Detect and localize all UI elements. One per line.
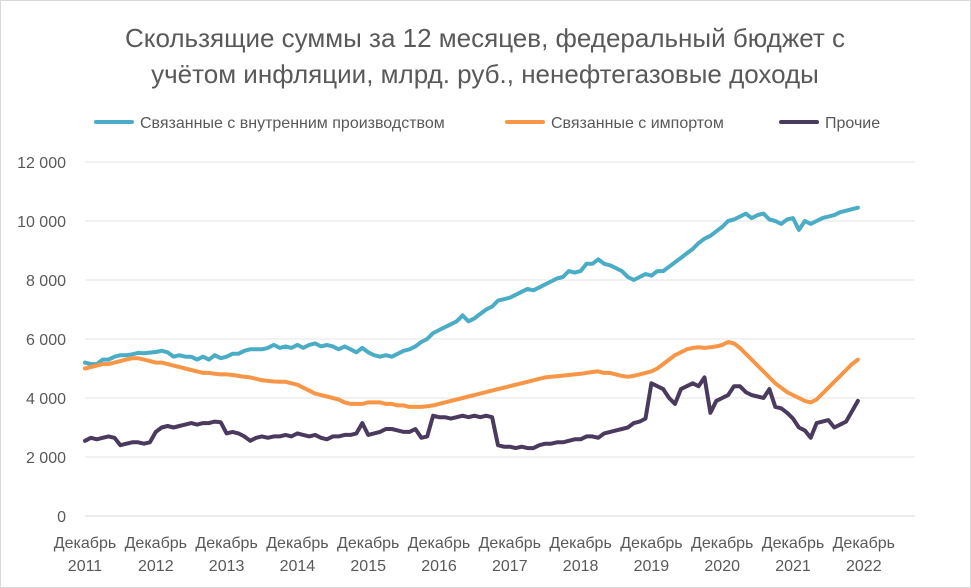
x-tick-label-month: Декабрь xyxy=(620,535,682,552)
legend-label-domestic: Связанные с внутренним производством xyxy=(140,115,445,132)
x-tick-label-year: 2021 xyxy=(775,558,811,575)
chart-title-line-2: учётом инфляции, млрд. руб., ненефтегазо… xyxy=(151,59,819,89)
y-tick-label: 2 000 xyxy=(26,450,66,467)
x-tick-label-year: 2019 xyxy=(634,558,670,575)
x-tick-label-year: 2012 xyxy=(138,558,174,575)
gridlines xyxy=(85,161,915,517)
series-lines xyxy=(83,205,860,451)
x-tick-label-month: Декабрь xyxy=(762,535,824,552)
y-tick-label: 0 xyxy=(57,509,66,526)
series-line-other xyxy=(83,375,860,451)
y-tick-label: 10 000 xyxy=(17,214,66,231)
x-tick-label-month: Декабрь xyxy=(54,535,116,552)
x-tick-label-year: 2017 xyxy=(492,558,528,575)
y-tick-label: 4 000 xyxy=(26,391,66,408)
x-tick-label-month: Декабрь xyxy=(337,535,399,552)
x-tick-label-month: Декабрь xyxy=(479,535,541,552)
x-tick-label-month: Декабрь xyxy=(833,535,895,552)
series-line-domestic xyxy=(83,205,860,367)
legend-label-import: Связанные с импортом xyxy=(551,115,724,132)
y-tick-label: 12 000 xyxy=(17,155,66,172)
y-tick-label: 8 000 xyxy=(26,273,66,290)
x-axis: Декабрь 2011 Декабрь 2012 Декабрь 2013 Декабрь… xyxy=(54,535,895,575)
x-tick-label-month: Декабрь xyxy=(266,535,328,552)
x-tick-label-year: 2018 xyxy=(563,558,599,575)
chart-title-line-1: Скользящие суммы за 12 месяцев, федераль… xyxy=(125,23,845,53)
y-axis: 0 2 000 4 000 6 000 8 000 10 000 12 000 xyxy=(17,155,66,526)
x-tick-label-year: 2014 xyxy=(280,558,316,575)
legend-item-other: Прочие xyxy=(779,115,880,132)
legend-item-import: Связанные с импортом xyxy=(505,115,724,132)
x-tick-label-year: 2022 xyxy=(846,558,882,575)
x-tick-label-month: Декабрь xyxy=(195,535,257,552)
x-tick-label-year: 2013 xyxy=(209,558,245,575)
series-line-import xyxy=(83,340,860,409)
x-tick-label-year: 2011 xyxy=(68,558,103,575)
legend-item-domestic: Связанные с внутренним производством xyxy=(94,115,445,132)
x-tick-label-year: 2016 xyxy=(421,558,457,575)
y-tick-label: 6 000 xyxy=(26,332,66,349)
chart-title: Скользящие суммы за 12 месяцев, федераль… xyxy=(125,23,845,89)
x-tick-label-year: 2020 xyxy=(704,558,740,575)
x-tick-label-month: Декабрь xyxy=(408,535,470,552)
x-tick-label-year: 2015 xyxy=(350,558,386,575)
x-tick-label-month: Декабрь xyxy=(125,535,187,552)
legend: Связанные с внутренним производством Свя… xyxy=(94,115,880,132)
x-tick-label-month: Декабрь xyxy=(691,535,753,552)
x-tick-label-month: Декабрь xyxy=(549,535,611,552)
legend-label-other: Прочие xyxy=(825,115,880,132)
